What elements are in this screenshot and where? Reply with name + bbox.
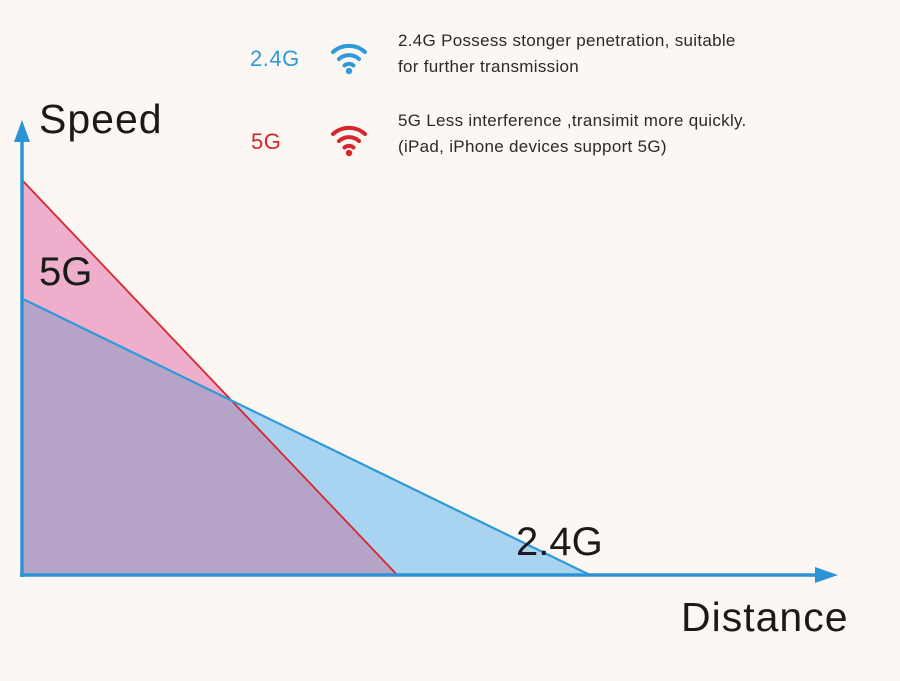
- legend-description-24g: 2.4G Possess stonger penetration, suitab…: [398, 28, 736, 80]
- area-label-24g: 2.4G: [516, 520, 603, 564]
- area-overlap: [22, 298, 398, 575]
- legend-label-5g: 5G: [251, 129, 282, 154]
- legend-line: (iPad, iPhone devices support 5G): [398, 137, 667, 156]
- y-axis-arrow: [14, 120, 30, 142]
- x-axis-arrow: [815, 567, 838, 583]
- series-line-5g: [21, 179, 398, 576]
- area-label-5g: 5G: [39, 250, 93, 294]
- legend-line: 2.4G Possess stonger penetration, suitab…: [398, 31, 736, 50]
- legend-description-5g: 5G Less interference ,transimit more qui…: [398, 108, 747, 160]
- y-axis-title: Speed: [39, 96, 163, 142]
- legend-label-24g: 2.4G: [250, 46, 300, 71]
- legend-line: for further transmission: [398, 57, 580, 76]
- legend-line: 5G Less interference ,transimit more qui…: [398, 111, 747, 130]
- wifi-icon: [331, 43, 367, 75]
- x-axis-title: Distance: [681, 594, 849, 640]
- series-line-24g: [21, 297, 591, 576]
- wifi-icon: [331, 125, 367, 157]
